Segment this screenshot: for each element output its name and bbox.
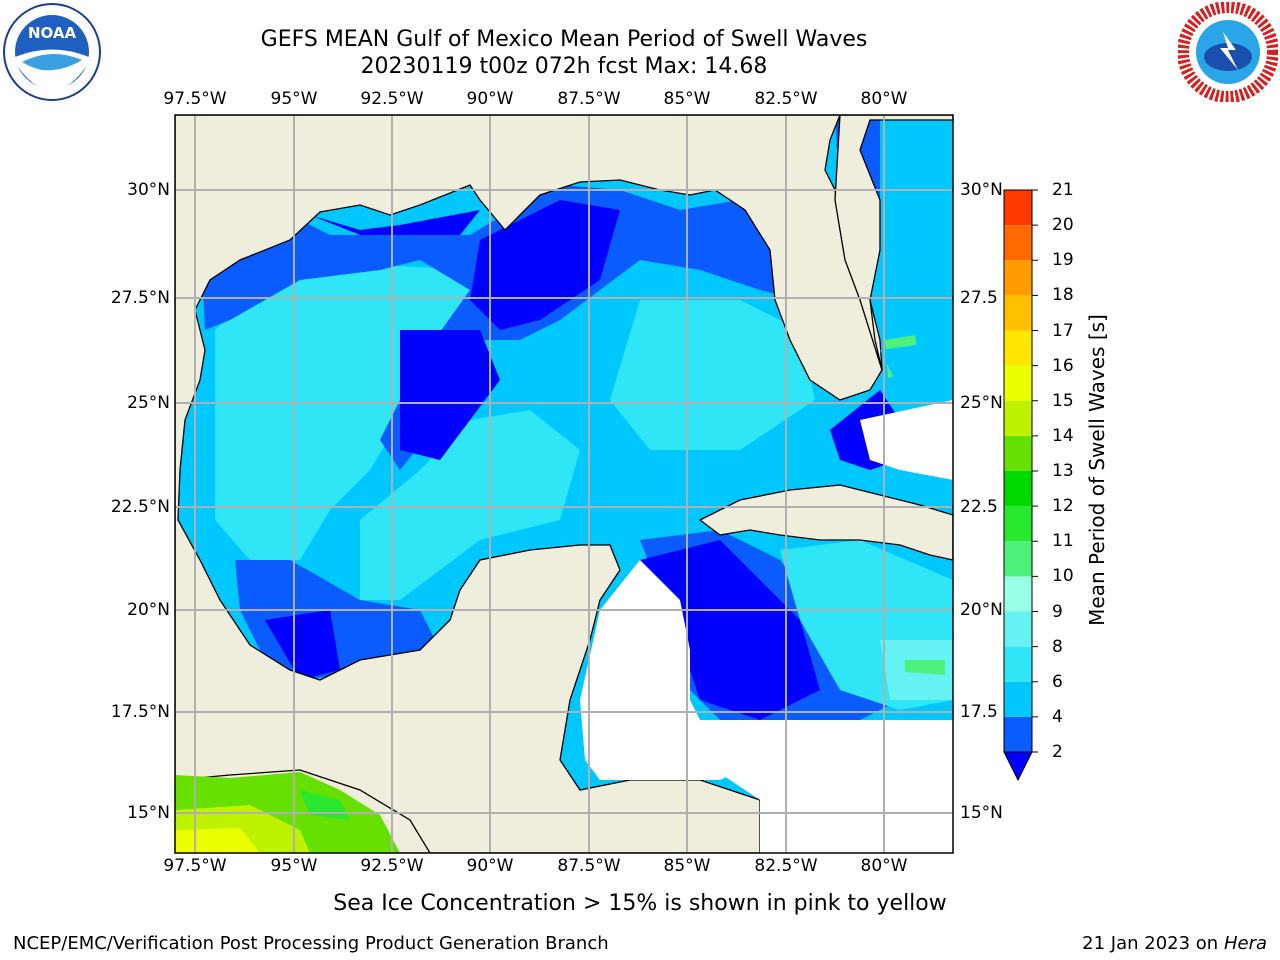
colorbar-extend-arrow [1003,751,1033,782]
colorbar-tick-label: 9 [1052,601,1063,622]
lat-label-right: 25°N [960,393,1003,413]
lon-label-bottom: 92.5°W [360,856,424,876]
colorbar-segment [1004,681,1032,717]
colorbar-segment [1004,506,1032,542]
land-cuba [698,484,953,561]
lat-label-left: 27.5°N [110,288,170,308]
swell-contour-lt2s [265,610,340,680]
lon-label-bottom: 82.5°W [754,856,818,876]
colorbar-segment [1004,646,1032,682]
colorbar-tick-label: 20 [1052,215,1074,236]
lat-label-right: 20°N [960,600,1003,620]
swell-contour-lt2s [310,210,480,235]
map-area [175,115,953,853]
lon-label-top: 87.5°W [557,89,621,109]
lon-label-top: 85°W [663,89,711,109]
colorbar-segment [1004,365,1032,401]
colorbar-segment [1004,716,1032,752]
lon-label-bottom: 95°W [270,856,318,876]
lat-label-right: 15°N [960,803,1003,823]
lat-label-left: 20°N [127,600,170,620]
colorbar-title: Mean Period of Swell Waves [s] [1085,314,1109,626]
colorbar-segment [1004,295,1032,331]
lat-label-left: 17.5°N [110,702,170,722]
lon-label-bottom: 90°W [466,856,514,876]
lat-label-left: 30°N [127,180,170,200]
noaa-logo: NOAA [3,3,101,101]
lon-label-top: 82.5°W [754,89,818,109]
colorbar-tick-label: 13 [1052,461,1074,481]
lon-label-bottom: 87.5°W [557,856,621,876]
footer-date: 21 Jan 2023 on Hera [1082,933,1267,954]
colorbar-tick-label: 16 [1052,355,1074,376]
chart-title: GEFS MEAN Gulf of Mexico Mean Period of … [260,27,868,52]
lat-label-left: 15°N [127,803,170,823]
colorbar-segment [1004,435,1032,471]
colorbar-tick-label: 14 [1052,425,1074,446]
lon-label-top: 92.5°W [360,89,424,109]
footer-host: Hera [1223,933,1267,954]
footer-date-text: 21 Jan 2023 on [1082,933,1224,954]
land-north-america [175,115,883,853]
colorbar-tick-label: 11 [1052,531,1074,552]
swell-contour-6s [610,300,815,450]
colorbar-tick-label: 10 [1052,566,1074,587]
lat-label-left: 22.5°N [110,497,170,517]
sea-ice-note-text: Sea Ice Concentration > 15% is shown in … [333,891,947,916]
colorbar-segment [1004,541,1032,577]
lon-label-top: 80°W [860,89,908,109]
colorbar-segment [1004,400,1032,436]
nws-logo [1178,2,1278,102]
colorbar-tick-label: 15 [1052,390,1074,411]
lon-label-top: 97.5°W [163,89,227,109]
lon-label-top: 95°W [270,89,318,109]
swell-contour-6s [360,410,580,600]
colorbar-tick-label: 21 [1052,180,1074,200]
swell-contour-10s [905,660,945,675]
colorbar-tick-label: 8 [1052,636,1063,657]
lat-label-right: 17.5 [960,702,998,722]
colorbar [1003,189,1038,782]
colorbar-tick-label: 19 [1052,250,1074,271]
swell-field-bahamas [880,340,953,395]
colorbar-segment [1004,471,1032,507]
colorbar-tick-label: 18 [1052,285,1074,306]
lat-label-left: 25°N [127,393,170,413]
swell-contour-lt2s [640,540,820,720]
svg-text:NOAA: NOAA [28,24,77,42]
swell-pacific-14s [175,828,260,853]
colorbar-tick-label: 6 [1052,671,1063,692]
colorbar-tick-label: 2 [1052,742,1063,762]
sea-ice-note: Sea Ice Concentration > 15% is shown in … [0,891,1280,916]
colorbar-tick-label: 17 [1052,320,1074,341]
land-florida [834,115,953,371]
colorbar-segment [1004,260,1032,296]
lon-label-bottom: 80°W [860,856,908,876]
lon-label-bottom: 85°W [663,856,711,876]
swell-contour-lt2s [400,330,500,460]
colorbar-tick-label: 12 [1052,496,1074,517]
colorbar-segment [1004,330,1032,366]
chart-subtitle: 20230119 t00z 072h fcst Max: 14.68 [360,54,768,79]
footer-credit: NCEP/EMC/Verification Post Processing Pr… [13,933,609,954]
colorbar-tick-label: 4 [1052,706,1063,727]
colorbar-segment [1004,225,1032,261]
lon-label-bottom: 97.5°W [163,856,227,876]
colorbar-segment [1004,190,1032,226]
no-data-caribbean-west [580,560,760,780]
colorbar-segment [1004,576,1032,612]
colorbar-segment [1004,611,1032,647]
lat-label-right: 30°N [960,180,1003,200]
graticule [175,115,953,853]
lat-label-right: 27.5 [960,288,998,308]
lat-label-right: 22.5 [960,497,998,517]
lon-label-top: 90°W [466,89,514,109]
map-frame [174,114,954,854]
